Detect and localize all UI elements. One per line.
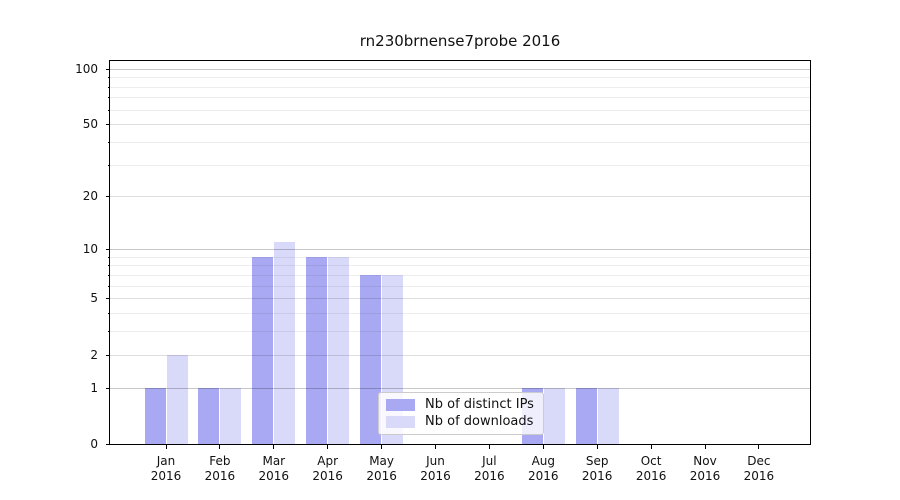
bar-downloads-jan-2016 (166, 354, 188, 444)
x-tick-jul-2016 (488, 445, 490, 449)
x-tick-label-oct-2016: Oct 2016 (635, 454, 667, 483)
legend-item-downloads: Nb of downloads (386, 414, 536, 430)
x-tick-aug-2016 (542, 445, 544, 449)
y-tick-20 (106, 196, 110, 198)
bar-downloads-mar-2016 (274, 241, 296, 444)
bar-distinct-ips-apr-2016 (306, 256, 328, 444)
y-tick-label-10: 10 (82, 242, 98, 256)
x-tick-label-feb-2016: Feb 2016 (204, 454, 236, 483)
x-tick-label-aug-2016: Aug 2016 (528, 454, 559, 483)
x-tick-jan-2016 (165, 445, 167, 449)
y-tick-2 (106, 354, 110, 356)
legend-swatch-distinct-ips (386, 399, 415, 412)
x-tick-apr-2016 (327, 445, 329, 449)
x-tick-sep-2016 (596, 445, 598, 449)
plot-area (109, 60, 811, 445)
x-tick-jun-2016 (435, 445, 436, 449)
bar-downloads-apr-2016 (328, 256, 350, 444)
y-tick-label-100: 100 (75, 61, 98, 76)
y-tick-5 (106, 298, 110, 300)
legend: Nb of distinct IPs Nb of downloads (378, 392, 544, 435)
bar-distinct-ips-sep-2016 (575, 387, 597, 444)
y-tick-label-50: 50 (82, 117, 98, 132)
y-tick-label-2: 2 (90, 347, 98, 362)
y-tick-10 (106, 249, 110, 250)
bar-downloads-aug-2016 (543, 387, 565, 444)
y-axis: 0 1 2 5 10 20 50 100 (0, 61, 110, 451)
x-tick-oct-2016 (650, 445, 652, 449)
x-tick-label-sep-2016: Sep 2016 (581, 454, 613, 483)
bar-downloads-feb-2016 (220, 387, 242, 444)
x-tick-nov-2016 (704, 445, 706, 449)
y-tick-1 (106, 387, 110, 389)
x-tick-feb-2016 (219, 445, 221, 449)
x-axis: Jan 2016 Feb 2016 Mar 2016 Apr 2016 May 2016… (110, 445, 810, 495)
legend-label-downloads: Nb of downloads (425, 413, 534, 429)
y-tick-label-0: 0 (90, 437, 98, 451)
x-tick-label-may-2016: May 2016 (366, 454, 397, 483)
bar-downloads-sep-2016 (597, 387, 619, 444)
y-tick-50 (106, 124, 110, 126)
x-tick-label-mar-2016: Mar 2016 (258, 454, 290, 483)
legend-swatch-downloads (386, 415, 415, 428)
x-tick-dec-2016 (758, 445, 760, 449)
x-tick-label-jun-2016: Jun 2016 (420, 454, 451, 483)
chart-title: rn230brnense7probe 2016 (359, 32, 561, 50)
y-tick-label-1: 1 (90, 380, 98, 395)
bar-distinct-ips-jan-2016 (144, 387, 166, 444)
y-tick-label-20: 20 (82, 189, 98, 204)
x-tick-may-2016 (381, 445, 383, 449)
x-tick-label-dec-2016: Dec 2016 (743, 454, 775, 483)
bar-distinct-ips-may-2016 (360, 274, 382, 444)
y-tick-label-5: 5 (90, 291, 98, 306)
y-tick-100 (106, 68, 110, 70)
bar-distinct-ips-mar-2016 (252, 256, 274, 444)
x-tick-mar-2016 (273, 445, 275, 449)
y-tick-0 (106, 444, 110, 445)
x-tick-label-apr-2016: Apr 2016 (312, 454, 343, 483)
x-tick-label-jul-2016: Jul 2016 (474, 454, 505, 483)
legend-label-distinct-ips: Nb of distinct IPs (425, 397, 534, 413)
x-tick-label-jan-2016: Jan 2016 (150, 454, 182, 483)
legend-item-distinct-ips: Nb of distinct IPs (386, 397, 536, 413)
x-tick-label-nov-2016: Nov 2016 (689, 454, 721, 483)
bar-distinct-ips-feb-2016 (198, 387, 220, 444)
bars-layer (110, 61, 810, 444)
